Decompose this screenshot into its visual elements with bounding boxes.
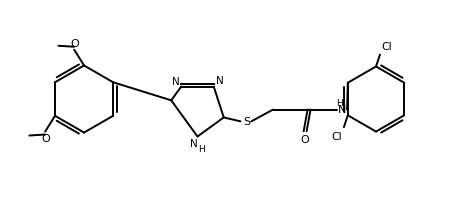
Text: Cl: Cl bbox=[332, 131, 343, 141]
Text: H: H bbox=[198, 144, 205, 153]
Text: S: S bbox=[243, 117, 250, 127]
Text: N: N bbox=[172, 76, 180, 86]
Text: H: H bbox=[336, 99, 343, 108]
Text: N: N bbox=[190, 139, 198, 149]
Text: O: O bbox=[300, 135, 309, 144]
Text: N: N bbox=[216, 75, 224, 85]
Text: O: O bbox=[42, 134, 50, 144]
Text: N: N bbox=[338, 104, 346, 114]
Text: Cl: Cl bbox=[382, 42, 392, 52]
Text: O: O bbox=[71, 39, 80, 48]
